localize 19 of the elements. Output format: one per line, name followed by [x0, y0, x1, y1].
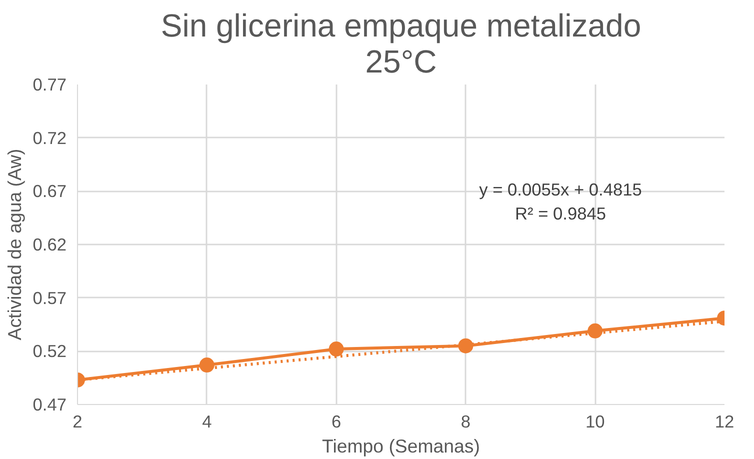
x-tick-label: 8 — [460, 412, 471, 432]
x-tick-label: 10 — [585, 412, 605, 432]
point — [458, 338, 474, 354]
y-tick-label: 0.57 — [32, 288, 67, 308]
y-tick-label: 0.47 — [32, 394, 67, 414]
y-tick-label: 0.72 — [32, 128, 67, 148]
y-axis-title: Actividad de agua (Aw) — [4, 148, 25, 340]
chart-title: Sin glicerina empaque metalizado 25°C — [160, 8, 642, 80]
y-tick-label: 0.62 — [32, 234, 67, 254]
y-tick-label: 0.67 — [32, 181, 67, 202]
x-tick-label: 2 — [72, 412, 82, 432]
x-tick-label: 4 — [202, 412, 212, 432]
x-tick-label: 12 — [714, 412, 734, 432]
annotation: y = 0.0055x + 0.4815 R² = 0.9845 — [479, 180, 642, 224]
y-tick-label: 0.52 — [32, 341, 67, 362]
y-tick-label: 0.77 — [32, 74, 67, 94]
point — [328, 342, 344, 357]
x-axis-title: Tiempo (Semanas) — [322, 436, 480, 456]
x-tick-label: 6 — [331, 412, 342, 432]
